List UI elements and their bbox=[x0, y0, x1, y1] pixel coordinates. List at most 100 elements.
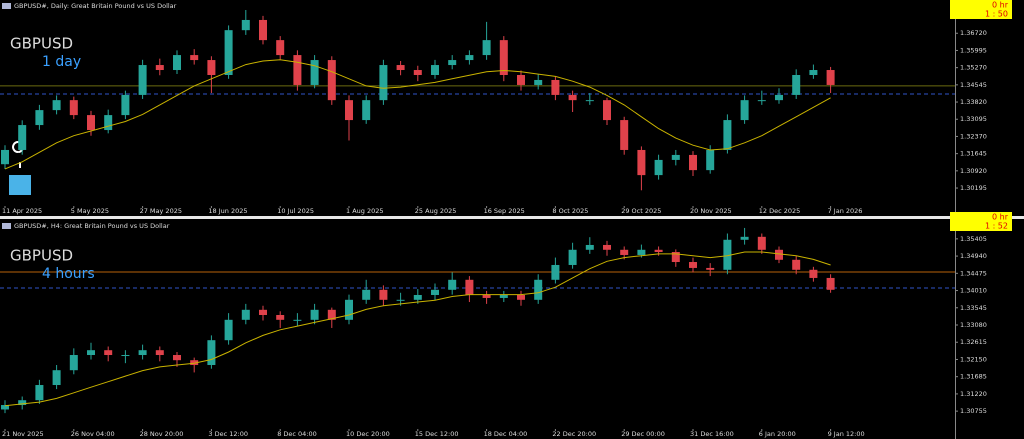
candle-body bbox=[534, 279, 543, 300]
y-tick-label: 1.31645 bbox=[960, 150, 987, 158]
candle-body bbox=[551, 264, 560, 280]
x-tick-label: 8 Dec 04:00 bbox=[277, 430, 317, 438]
candle-body bbox=[585, 244, 594, 250]
candle-body bbox=[603, 244, 611, 250]
candle-body bbox=[654, 249, 663, 253]
timer-text: 0 hr bbox=[992, 213, 1009, 222]
y-tick-label: 1.35995 bbox=[960, 46, 987, 54]
candle-body bbox=[241, 309, 250, 320]
candle-body bbox=[138, 65, 147, 95]
candle-body bbox=[155, 65, 164, 71]
candle-body bbox=[190, 360, 199, 366]
candle-body bbox=[293, 55, 302, 85]
candle-body bbox=[499, 40, 508, 75]
candle-body bbox=[327, 60, 336, 101]
chart-title: GBPUSD#, Daily: Great Britain Pound vs U… bbox=[14, 2, 177, 10]
candle-body bbox=[413, 294, 422, 300]
timeframe-label: 4 hours bbox=[42, 266, 95, 282]
candle-body bbox=[276, 40, 285, 56]
x-tick-label: 27 May 2025 bbox=[140, 207, 182, 215]
y-tick-label: 1.35270 bbox=[960, 64, 987, 72]
candle-body bbox=[52, 100, 61, 111]
candle-body bbox=[69, 100, 78, 116]
candle-body bbox=[293, 319, 302, 321]
y-tick-label: 1.32370 bbox=[960, 132, 987, 140]
x-tick-label: 31 Dec 16:00 bbox=[690, 430, 734, 438]
x-tick-label: 22 Dec 20:00 bbox=[552, 430, 596, 438]
x-tick-label: 18 Dec 04:00 bbox=[484, 430, 528, 438]
candle-body bbox=[517, 294, 525, 300]
candle-body bbox=[224, 30, 233, 75]
timer-box bbox=[950, 0, 1012, 19]
candle-body bbox=[723, 120, 732, 150]
candle-body bbox=[482, 40, 491, 56]
candle-body bbox=[241, 19, 250, 31]
app-icon[interactable] bbox=[9, 175, 31, 195]
x-tick-label: 29 Dec 00:00 bbox=[621, 430, 665, 438]
candle-body bbox=[792, 75, 801, 95]
candle-body bbox=[465, 55, 474, 61]
symbol-label: GBPUSD bbox=[10, 35, 73, 53]
candle-body bbox=[18, 400, 27, 406]
candle-body bbox=[379, 289, 388, 300]
x-tick-label: 28 Nov 20:00 bbox=[140, 430, 184, 438]
y-tick-label: 1.36720 bbox=[960, 29, 987, 37]
candle-body bbox=[190, 55, 199, 61]
y-tick-label: 1.30755 bbox=[960, 407, 987, 415]
y-tick-label: 1.35405 bbox=[960, 235, 987, 243]
candle-body bbox=[259, 309, 267, 315]
candle-body bbox=[1, 149, 9, 165]
candle-body bbox=[740, 236, 749, 240]
candle-body bbox=[620, 249, 629, 255]
candle-body bbox=[706, 149, 715, 171]
x-tick-label: 6 Jan 20:00 bbox=[759, 430, 796, 438]
y-tick-label: 1.34940 bbox=[960, 252, 987, 260]
x-tick-label: 9 Jan 12:00 bbox=[828, 430, 865, 438]
candle-body bbox=[52, 370, 61, 386]
candle-body bbox=[775, 94, 783, 101]
x-tick-label: 15 Dec 12:00 bbox=[415, 430, 459, 438]
candle-body bbox=[448, 60, 457, 66]
x-tick-label: 5 May 2025 bbox=[71, 207, 109, 215]
candle-body bbox=[517, 75, 525, 85]
candle-body bbox=[671, 154, 680, 160]
candle-body bbox=[104, 350, 113, 356]
candle-body bbox=[431, 289, 439, 295]
candle-body bbox=[173, 355, 181, 361]
candle-body bbox=[104, 115, 113, 131]
flag-icon bbox=[2, 223, 11, 229]
candle-body bbox=[396, 299, 405, 301]
candle-body bbox=[138, 350, 147, 356]
candle-body bbox=[18, 125, 27, 150]
candle-body bbox=[87, 350, 95, 356]
candle-body bbox=[362, 100, 371, 121]
candle-body bbox=[654, 159, 663, 176]
x-tick-label: 10 Jul 2025 bbox=[277, 207, 314, 215]
candle-body bbox=[723, 239, 732, 270]
candle-body bbox=[379, 65, 388, 101]
candle-body bbox=[585, 100, 594, 102]
x-tick-label: 11 Apr 2025 bbox=[2, 207, 42, 215]
candle-body bbox=[671, 252, 680, 263]
x-tick-label: 3 Dec 12:00 bbox=[208, 430, 248, 438]
y-tick-label: 1.32150 bbox=[960, 355, 987, 363]
candle-body bbox=[809, 269, 818, 278]
candle-body bbox=[310, 60, 319, 85]
timer-text: 1 : 50 bbox=[985, 10, 1008, 19]
x-tick-label: 10 Dec 20:00 bbox=[346, 430, 390, 438]
candle-body bbox=[706, 267, 715, 270]
timer-box bbox=[950, 212, 1012, 231]
candle-body bbox=[396, 65, 405, 71]
y-tick-label: 1.33080 bbox=[960, 321, 987, 329]
candle-body bbox=[620, 120, 629, 150]
candle-body bbox=[310, 309, 319, 320]
candle-body bbox=[792, 259, 801, 270]
candle-body bbox=[568, 94, 577, 101]
x-tick-label: 29 Oct 2025 bbox=[621, 207, 661, 215]
y-tick-label: 1.34475 bbox=[960, 269, 987, 277]
candle-body bbox=[551, 79, 560, 95]
symbol-label: GBPUSD bbox=[10, 247, 73, 265]
x-tick-label: 26 Nov 04:00 bbox=[71, 430, 115, 438]
candle-body bbox=[173, 55, 181, 71]
